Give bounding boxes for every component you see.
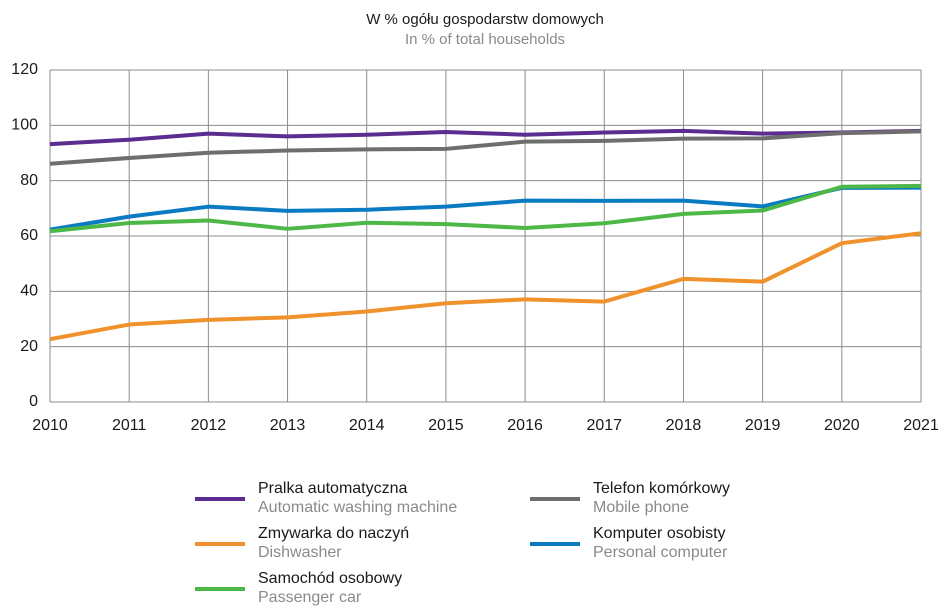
y-tick-label: 120 <box>11 61 38 78</box>
x-tick-label: 2018 <box>666 417 702 434</box>
legend-label-en: Passenger car <box>258 589 362 606</box>
series-line <box>49 183 922 234</box>
y-tick-label: 100 <box>11 117 38 134</box>
y-tick-label: 80 <box>20 172 38 189</box>
legend-label: Samochód osobowy <box>258 570 402 587</box>
y-tick-label: 20 <box>20 338 38 355</box>
x-tick-label: 2012 <box>191 417 227 434</box>
legend-label-en: Personal computer <box>593 544 728 561</box>
legend-label: Telefon komórkowy <box>593 480 730 497</box>
y-tick-label: 60 <box>20 227 38 244</box>
chart-subtitle: In % of total households <box>405 31 565 48</box>
series-line <box>49 129 922 166</box>
x-tick-label: 2021 <box>903 417 939 434</box>
x-tick-label: 2019 <box>745 417 781 434</box>
legend-label: Komputer osobisty <box>593 525 726 542</box>
x-tick-label: 2011 <box>112 417 147 434</box>
x-tick-label: 2017 <box>586 417 622 434</box>
chart-title: W % ogółu gospodarstw domowych <box>366 11 604 28</box>
series-line <box>49 231 922 342</box>
legend-label: Zmywarka do naczyń <box>258 525 409 542</box>
x-tick-label: 2020 <box>824 417 860 434</box>
legend-label-en: Mobile phone <box>593 499 689 516</box>
x-tick-label: 2016 <box>507 417 543 434</box>
legend-label-en: Automatic washing machine <box>258 499 457 516</box>
x-tick-label: 2013 <box>270 417 306 434</box>
x-tick-label: 2015 <box>428 417 464 434</box>
y-tick-label: 40 <box>20 283 38 300</box>
y-tick-label: 0 <box>29 393 38 410</box>
x-tick-label: 2010 <box>32 417 68 434</box>
x-tick-label: 2014 <box>349 417 385 434</box>
series-line <box>49 128 922 147</box>
series-line <box>49 185 922 232</box>
legend-label: Pralka automatyczna <box>258 480 408 497</box>
legend-label-en: Dishwasher <box>258 544 342 561</box>
